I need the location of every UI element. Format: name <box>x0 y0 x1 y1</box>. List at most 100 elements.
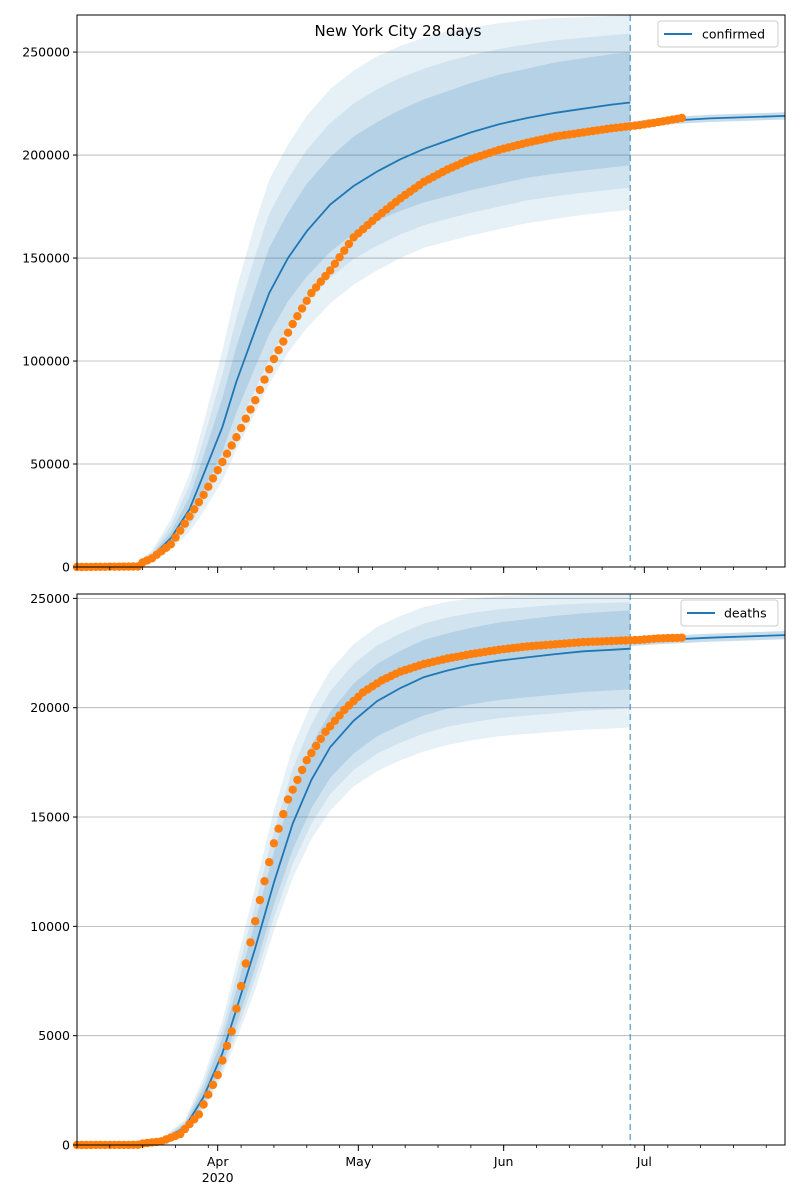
observed-point <box>194 497 204 507</box>
y-tick-label: 5000 <box>38 1028 70 1043</box>
observed-point <box>166 540 175 549</box>
y-tick-label: 200000 <box>22 148 70 163</box>
band-outer <box>138 15 631 566</box>
observed-point <box>321 271 330 281</box>
observed-point <box>297 765 307 775</box>
observed-point <box>176 526 185 535</box>
observed-point <box>208 1080 218 1090</box>
band-outer <box>161 594 631 1143</box>
y-tick-label: 0 <box>62 1138 70 1153</box>
observed-point <box>283 328 293 337</box>
observed-point <box>194 1110 204 1119</box>
model-line <box>137 101 631 565</box>
plot-frame <box>76 593 786 1146</box>
observed-point <box>265 365 274 374</box>
observed-point <box>208 474 218 483</box>
observed-point <box>265 858 274 867</box>
observed-point <box>677 633 686 642</box>
observed-point <box>241 414 250 423</box>
y-tick-label: 100000 <box>22 354 70 369</box>
observed-point <box>326 266 335 275</box>
observed-point <box>307 748 316 758</box>
observed-point <box>236 423 246 433</box>
observed-point <box>218 457 227 467</box>
x-tick-label: 2020 <box>202 1170 234 1185</box>
observed-point <box>255 385 265 395</box>
observed-point <box>269 354 279 364</box>
y-tick-label: 15000 <box>30 810 70 825</box>
observed-point <box>316 734 325 744</box>
observed-point <box>222 1041 232 1051</box>
legend-label-confirmed: confirmed <box>702 27 765 42</box>
legend-label-deaths: deaths <box>724 606 767 621</box>
observed-point <box>269 839 279 848</box>
x-tick-label: Jul <box>636 1154 652 1169</box>
observed-point <box>293 312 302 321</box>
y-tick-label: 10000 <box>30 919 70 934</box>
y-tick-label: 50000 <box>30 457 70 472</box>
observed-point <box>279 809 288 819</box>
observed-point <box>251 917 260 926</box>
observed-point <box>330 259 340 268</box>
plot-area <box>72 15 786 572</box>
y-tick-label: 20000 <box>30 700 70 715</box>
x-tick-label: Apr <box>207 1154 229 1169</box>
observed-point <box>213 466 222 475</box>
observed-point <box>344 239 354 249</box>
observed-point <box>171 533 180 542</box>
legend-deaths: deaths <box>680 599 779 627</box>
observed-point <box>218 1056 227 1065</box>
observed-point <box>222 449 232 458</box>
observed-point <box>274 346 283 355</box>
observed-point <box>311 283 321 292</box>
observed-point <box>185 512 194 521</box>
observed-point <box>283 795 293 804</box>
observed-point <box>335 711 344 720</box>
observed-point <box>232 1004 241 1013</box>
observed-point <box>260 375 269 384</box>
observed-point <box>227 1027 236 1036</box>
observed-point <box>246 938 255 947</box>
observed-point <box>255 895 265 905</box>
observed-point <box>340 246 349 255</box>
observed-point <box>227 441 236 450</box>
observed-point <box>321 727 330 736</box>
observed-point <box>279 337 288 346</box>
observed-point <box>241 959 250 968</box>
observed-point <box>316 277 325 286</box>
observed-point <box>199 1100 208 1109</box>
observed-point <box>204 482 213 491</box>
observed-point <box>297 304 307 313</box>
y-tick-label: 250000 <box>22 45 70 60</box>
observed-point <box>260 877 269 886</box>
x-tick-label: May <box>345 1154 371 1169</box>
observed-point <box>335 253 344 262</box>
observed-point <box>190 505 199 514</box>
observed-point <box>236 981 246 991</box>
chart-title: New York City 28 days <box>315 22 482 40</box>
observed-point <box>288 785 297 794</box>
plot-area <box>72 594 786 1150</box>
confirmed-panel: 0 50000 100000 150000 200000 250000 <box>22 14 786 575</box>
observed-point <box>204 1090 213 1099</box>
observed-point <box>180 519 189 528</box>
observed-point <box>330 716 340 725</box>
observed-point <box>307 288 316 298</box>
observed-point <box>232 433 241 442</box>
observed-point <box>199 490 208 500</box>
band-inner <box>138 52 631 565</box>
observed-point <box>302 756 311 765</box>
observed-point <box>288 319 297 329</box>
y-tick-label: 25000 <box>30 591 70 606</box>
observed-point <box>677 113 686 123</box>
legend-confirmed: confirmed <box>657 20 779 48</box>
observed-point <box>293 775 302 785</box>
observed-series <box>72 113 686 572</box>
y-tick-label: 0 <box>62 560 70 575</box>
plot-frame <box>76 14 786 568</box>
observed-point <box>246 405 255 414</box>
band-middle <box>138 33 631 566</box>
y-tick-label: 150000 <box>22 251 70 266</box>
